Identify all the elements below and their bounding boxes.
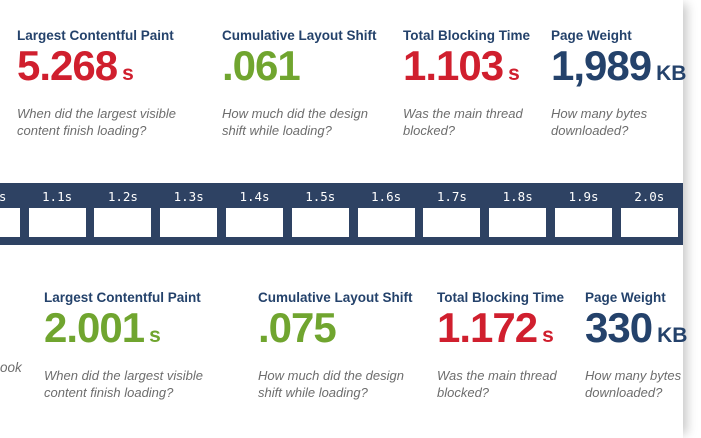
filmstrip-timeline-bar: 1.0s 1.1s 1.2s 1.3s 1.4s 1.5s 1.6s 1.7s 1.8s 1.9s… [0, 183, 683, 245]
metric-unit: s [122, 62, 134, 85]
frame-time-label: 1.6s [371, 189, 402, 204]
frame-thumbnail [489, 208, 547, 237]
frame-thumbnail [0, 208, 20, 237]
filmstrip-frame: 1.5s [287, 183, 353, 245]
filmstrip-frame: 1.7s [419, 183, 485, 245]
metric-description: How many bytes downloaded? [585, 368, 682, 400]
frame-thumbnail [555, 208, 612, 237]
metric-tbt-site-a: Total Blocking Time 1.103 s Was the main … [403, 28, 533, 139]
metric-description: Was the main thread blocked? [403, 106, 523, 138]
frame-thumbnail [226, 208, 283, 237]
metric-number: 1.103 [403, 42, 504, 89]
results-card: Largest Contentful Paint 5.268 s When did… [0, 28, 688, 401]
metric-label: Cumulative Layout Shift [222, 28, 377, 43]
metric-value: .075 [258, 306, 413, 358]
frame-thumbnail [357, 208, 415, 237]
metric-label: Largest Contentful Paint [17, 28, 174, 43]
metric-number: 2.001 [44, 304, 145, 351]
filmstrip-frame: 1.8s [485, 183, 551, 245]
metric-number: 1.172 [437, 304, 538, 351]
metric-page-weight-site-a: Page Weight 1,989 KB How many bytes downl… [551, 28, 686, 139]
metric-page-weight-site-b: Page Weight 330 KB How many bytes downloa… [585, 290, 695, 401]
filmstrip-frame: 2.0s [616, 183, 682, 245]
frame-time-label: 1.5s [305, 189, 336, 204]
frame-time-label: 1.8s [502, 189, 533, 204]
metric-unit: s [149, 324, 161, 347]
metric-label: Cumulative Layout Shift [258, 290, 413, 305]
metric-unit: KB [657, 324, 688, 347]
filmstrip-frame: 1.9s [551, 183, 617, 245]
metric-lcp-site-a: Largest Contentful Paint 5.268 s When did… [17, 28, 181, 139]
frame-thumbnail [28, 208, 86, 237]
metric-value: 1.103 s [403, 44, 533, 96]
frame-time-label: 2.0s [634, 189, 665, 204]
metric-number: 5.268 [17, 42, 118, 89]
frame-thumbnail [291, 208, 349, 237]
filmstrip-frame: 1.1s [24, 183, 90, 245]
metric-number: 1,989 [551, 42, 652, 89]
metric-cls-site-b: Cumulative Layout Shift .075 How much di… [258, 290, 413, 401]
metric-value: .061 [222, 44, 377, 96]
frame-time-label: 1.2s [107, 189, 138, 204]
metric-tbt-site-b: Total Blocking Time 1.172 s Was the main … [437, 290, 567, 401]
frame-time-label: 1.1s [42, 189, 73, 204]
metric-cls-site-a: Cumulative Layout Shift .061 How much di… [222, 28, 377, 139]
filmstrip-frame: 1.4s [222, 183, 288, 245]
filmstrip-frame: 1.6s [353, 183, 419, 245]
metric-label: Page Weight [551, 28, 632, 43]
metric-unit: s [542, 324, 554, 347]
metric-description: Was the main thread blocked? [437, 368, 557, 400]
frame-time-label: 1.0s [0, 189, 7, 204]
frame-thumbnail [94, 208, 152, 237]
frame-time-label: 1.3s [173, 189, 204, 204]
site-b-name-partial: ook [0, 360, 22, 375]
metric-description: How many bytes downloaded? [551, 106, 648, 138]
metric-number: .061 [222, 42, 301, 89]
filmstrip-frame: 1.0s [0, 183, 24, 245]
frame-time-label: 1.4s [239, 189, 270, 204]
frame-thumbnail [160, 208, 218, 237]
metric-label: Largest Contentful Paint [44, 290, 201, 305]
filmstrip-frame: 1.3s [156, 183, 222, 245]
metric-number: .075 [258, 304, 337, 351]
filmstrip-frame: 1.2s [90, 183, 156, 245]
metric-unit: s [508, 62, 520, 85]
metric-value: 2.001 s [44, 306, 208, 358]
metric-value: 5.268 s [17, 44, 181, 96]
frame-thumbnail [423, 208, 481, 237]
metric-label: Total Blocking Time [403, 28, 531, 43]
metric-description: How much did the design shift while load… [258, 368, 404, 400]
metric-value: 1,989 KB [551, 44, 686, 96]
metric-description: How much did the design shift while load… [222, 106, 368, 138]
frame-time-label: 1.7s [436, 189, 467, 204]
metric-label: Page Weight [585, 290, 666, 305]
metric-description: When did the largest visible content fin… [17, 106, 176, 138]
metric-unit: KB [656, 62, 687, 85]
metric-number: 330 [585, 304, 653, 351]
metric-value: 330 KB [585, 306, 695, 358]
frame-thumbnail [620, 208, 678, 237]
metric-value: 1.172 s [437, 306, 567, 358]
metric-lcp-site-b: Largest Contentful Paint 2.001 s When did… [44, 290, 208, 401]
frame-time-label: 1.9s [568, 189, 599, 204]
metric-label: Total Blocking Time [437, 290, 565, 305]
metric-description: When did the largest visible content fin… [44, 368, 203, 400]
